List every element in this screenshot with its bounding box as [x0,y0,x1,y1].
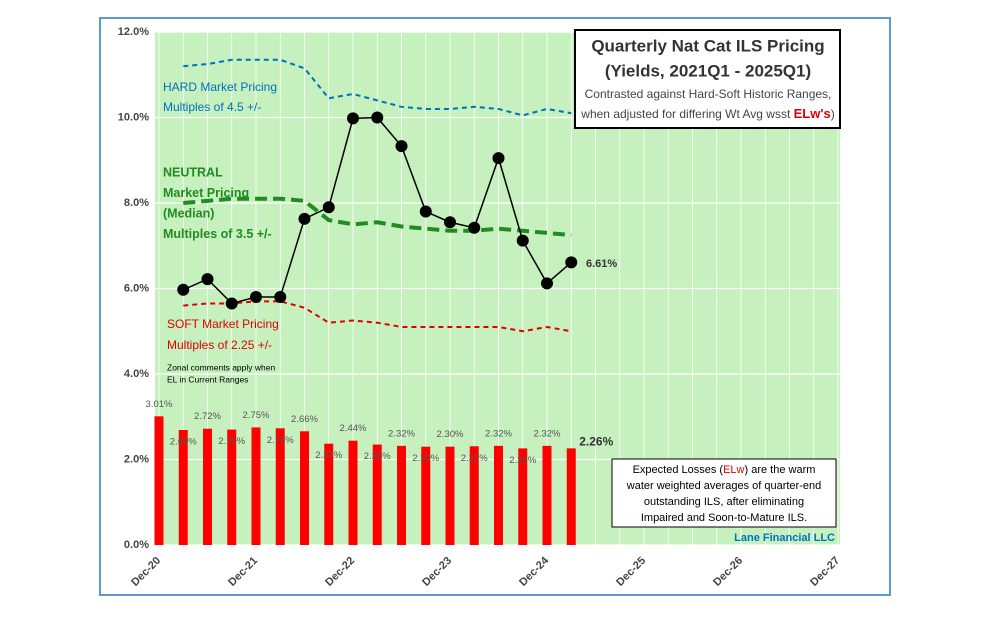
title-box [574,29,841,129]
annotation: Zonal comments apply when [167,362,275,372]
subtitle-part: when adjusted for differing Wt Avg wsst [580,107,793,121]
y-tick-label: 0.0% [124,539,149,551]
bar [469,446,479,545]
value-label: 2.72% [194,411,221,422]
value-label: 2.31% [461,453,488,464]
bar [251,427,261,545]
annotation: Multiples of 3.5 +/- [163,227,272,241]
point [444,216,456,229]
bar [566,448,576,545]
bar [227,429,237,545]
bar [542,445,552,545]
value-label: 2.26% [579,435,613,449]
subtitle-line: Contrasted against Hard-Soft Historic Ra… [585,87,832,101]
point [371,111,384,124]
value-label: 3.01% [146,399,173,410]
point [225,297,238,310]
note-part: ELw [723,464,744,476]
value-label: 2.30% [412,453,439,464]
value-label: 2.75% [243,410,270,421]
y-tick-label: 2.0% [124,453,149,465]
point [492,152,505,165]
bar [300,431,309,545]
point [516,234,529,247]
annotation: Multiples of 2.25 +/- [167,338,272,352]
source: Lane Financial LLC [734,532,835,544]
y-tick-label: 8.0% [124,197,149,209]
bar [421,446,431,545]
value-label: 2.32% [388,428,415,439]
note-line: Expected Losses (ELw) are the warm [633,464,816,476]
y-tick-label: 4.0% [124,368,149,380]
annotation: NEUTRAL [163,165,223,179]
point [250,291,262,304]
bar [178,430,188,545]
bar [154,416,164,545]
subtitle-part: ELw's [794,106,831,121]
chart-title: Quarterly Nat Cat ILS Pricing [591,36,824,55]
point [201,273,214,286]
point [419,205,432,218]
point [565,256,578,269]
y-tick-label: 10.0% [118,111,149,123]
note-line: outstanding ILS, after eliminating [644,496,804,508]
y-tick-label: 6.0% [124,282,149,294]
annotation: HARD Market Pricing [163,80,277,94]
note-part: ) are the warm [744,464,815,476]
point [177,283,190,296]
value-label: 2.66% [291,414,318,425]
point [468,221,481,234]
point [298,212,311,225]
note-line: water weighted averages of quarter-end [626,480,821,492]
annotation: EL in Current Ranges [167,374,248,384]
annotation: (Median) [163,206,214,220]
note-line: Impaired and Soon-to-Mature ILS. [641,512,807,524]
value-label: 2.70% [218,436,245,447]
note-box [611,458,837,528]
chart-subtitle: (Yields, 2021Q1 - 2025Q1) [605,61,811,80]
bar [397,445,406,545]
point [395,140,408,153]
bar [518,448,528,545]
subtitle-line: when adjusted for differing Wt Avg wsst … [580,106,834,121]
layer: 0.0%2.0%4.0%6.0%8.0%10.0%12.0%Dec-20 Dec-… [118,26,842,589]
point [541,277,553,290]
annotation: Multiples of 4.5 +/- [163,100,261,114]
value-label: 2.32% [485,428,512,439]
bar [203,428,212,545]
bar [372,444,382,545]
point [274,291,287,304]
value-label: 2.37% [315,450,342,461]
y-tick-label: 12.0% [118,26,149,38]
value-label: 2.30% [437,429,464,440]
subtitle-part: ) [831,107,835,121]
bar [494,445,503,545]
note-part: Expected Losses ( [633,464,724,476]
point [347,112,359,125]
bar [324,443,334,545]
value-label: 2.73% [267,435,294,446]
value-label: 2.26% [509,455,536,466]
series-line [183,58,572,117]
bar [348,440,358,545]
value-label: 2.44% [340,423,367,434]
overlay: Quarterly Nat Cat ILS Pricing (Yields, 2… [574,29,841,544]
value-label: 2.32% [534,428,561,439]
bar [445,446,455,545]
annotation: SOFT Market Pricing [167,317,279,331]
series-line [183,300,572,333]
value-label: 2.35% [364,451,391,462]
value-label: 2.69% [170,437,197,448]
annotation: 6.61% [586,258,617,270]
series-line [183,196,572,238]
point [322,201,335,214]
bar [275,428,285,545]
annotation: Market Pricing [163,186,249,200]
